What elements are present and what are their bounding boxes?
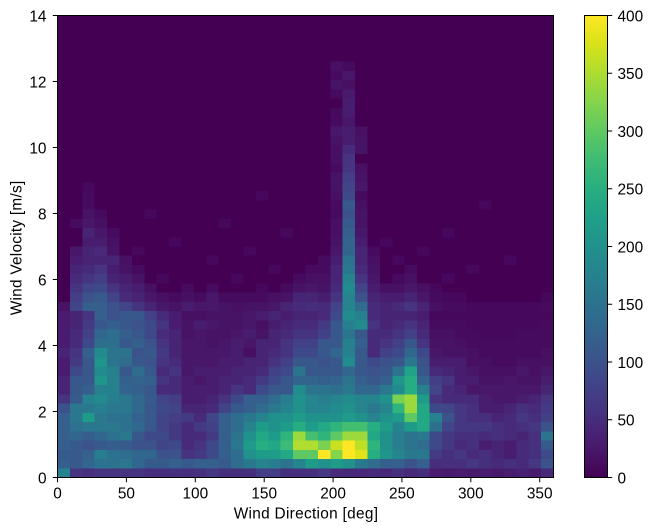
svg-text:150: 150 bbox=[618, 297, 644, 314]
svg-text:200: 200 bbox=[618, 239, 644, 256]
svg-text:400: 400 bbox=[618, 8, 644, 25]
svg-text:250: 250 bbox=[389, 485, 415, 502]
svg-text:Wind Velocity [m/s]: Wind Velocity [m/s] bbox=[8, 181, 25, 316]
svg-text:200: 200 bbox=[320, 485, 346, 502]
svg-text:350: 350 bbox=[527, 485, 553, 502]
svg-text:350: 350 bbox=[618, 66, 644, 83]
svg-text:150: 150 bbox=[251, 485, 277, 502]
svg-text:0: 0 bbox=[38, 470, 47, 487]
svg-text:50: 50 bbox=[618, 413, 635, 430]
svg-text:10: 10 bbox=[29, 140, 46, 157]
svg-text:250: 250 bbox=[618, 182, 644, 199]
svg-text:2: 2 bbox=[38, 404, 47, 421]
svg-text:14: 14 bbox=[29, 8, 47, 25]
svg-text:8: 8 bbox=[38, 206, 47, 223]
svg-text:100: 100 bbox=[182, 485, 208, 502]
svg-text:50: 50 bbox=[118, 485, 135, 502]
svg-text:0: 0 bbox=[53, 485, 62, 502]
svg-text:4: 4 bbox=[38, 338, 47, 355]
svg-text:300: 300 bbox=[458, 485, 484, 502]
svg-text:0: 0 bbox=[618, 470, 627, 487]
svg-text:6: 6 bbox=[38, 272, 47, 289]
svg-text:12: 12 bbox=[29, 74, 46, 91]
svg-text:300: 300 bbox=[618, 124, 644, 141]
svg-text:Wind Direction [deg]: Wind Direction [deg] bbox=[234, 506, 379, 523]
svg-text:100: 100 bbox=[618, 355, 644, 372]
